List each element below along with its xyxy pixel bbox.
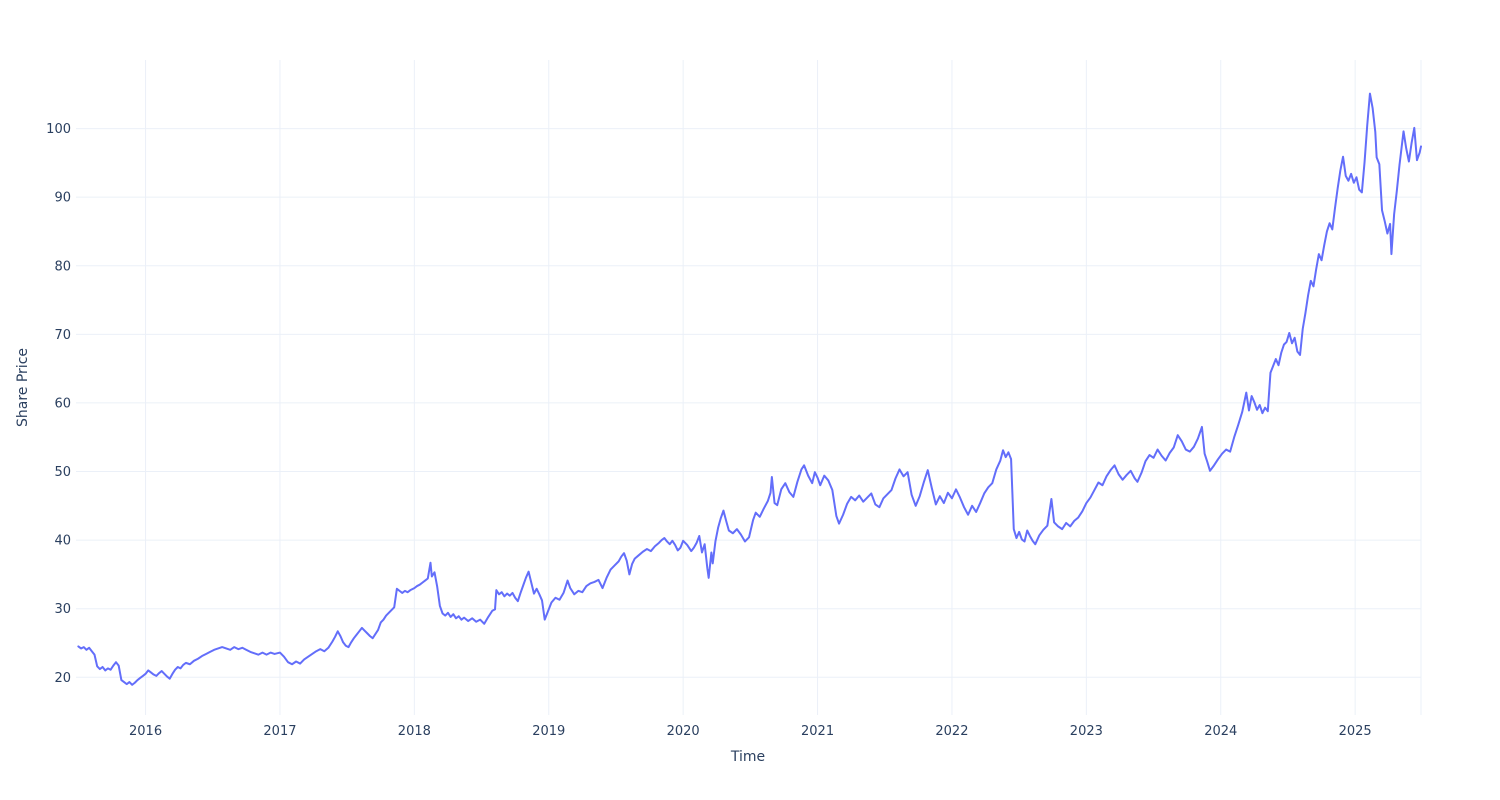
- y-tick-label-30: 30: [54, 602, 71, 617]
- share-price-line-series: [77, 92, 1422, 686]
- x-tick-label-2020: 2020: [667, 724, 700, 739]
- x-tick-label-2019: 2019: [532, 724, 565, 739]
- x-tick-label-2024: 2024: [1204, 724, 1237, 739]
- x-tick-label-2018: 2018: [398, 724, 431, 739]
- x-tick-label-2017: 2017: [263, 724, 296, 739]
- y-tick-label-70: 70: [54, 328, 71, 343]
- plot-area[interactable]: [75, 60, 1421, 715]
- x-tick-label-2025: 2025: [1339, 724, 1372, 739]
- y-tick-label-100: 100: [46, 122, 71, 137]
- x-tick-label-2016: 2016: [129, 724, 162, 739]
- x-axis-title: Time: [730, 749, 765, 765]
- y-tick-label-60: 60: [54, 396, 71, 411]
- x-tick-label-2021: 2021: [801, 724, 834, 739]
- y-tick-label-40: 40: [54, 534, 71, 549]
- y-gridlines: [76, 128, 1421, 678]
- x-gridlines: [145, 60, 1422, 715]
- x-axis-tick-labels: 2016 2017 2018 2019 2020 2021 2022 2023 2024 2025: [129, 724, 1372, 739]
- y-tick-label-20: 20: [54, 671, 71, 686]
- x-tick-label-2022: 2022: [935, 724, 968, 739]
- y-axis-tick-labels: 20 30 40 50 60 70 80 90 100: [46, 122, 71, 686]
- x-tick-label-2023: 2023: [1070, 724, 1103, 739]
- y-tick-label-80: 80: [54, 259, 71, 274]
- y-tick-label-90: 90: [54, 191, 71, 206]
- y-tick-label-50: 50: [54, 465, 71, 480]
- y-axis-title: Share Price: [15, 348, 31, 427]
